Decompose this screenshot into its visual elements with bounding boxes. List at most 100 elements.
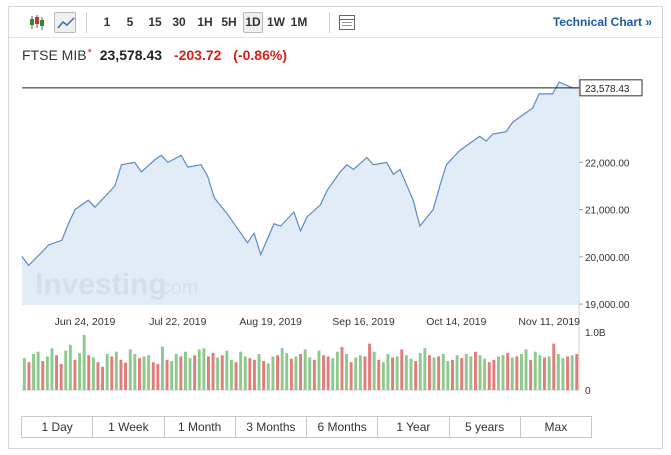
volume-bar: [487, 362, 491, 390]
volume-bar: [469, 356, 473, 390]
volume-bar: [386, 354, 390, 390]
volume-bar: [101, 366, 104, 390]
volume-bar: [354, 357, 358, 390]
volume-bar: [299, 354, 302, 390]
interval-button-1d[interactable]: 1D: [243, 12, 263, 33]
volume-bar: [497, 356, 500, 390]
volume-bar: [446, 361, 450, 390]
range-button-max[interactable]: Max: [544, 420, 568, 434]
volume-bar: [138, 358, 141, 390]
volume-bar: [409, 358, 413, 390]
price-line: [21, 81, 579, 267]
volume-bar: [197, 349, 201, 390]
interval-button-5h[interactable]: 5H: [221, 15, 237, 29]
volume-bar: [322, 355, 325, 390]
volume-bar: [110, 356, 114, 390]
volume-bar: [165, 359, 169, 390]
volume-bar: [22, 358, 26, 390]
volume-bar: [225, 350, 229, 390]
interval-button-1w[interactable]: 1W: [267, 15, 285, 29]
volume-bar: [464, 354, 468, 390]
range-button-6-months[interactable]: 6 Months: [307, 417, 379, 437]
volume-bar: [36, 351, 40, 390]
x-tick-label: Sep 16, 2019: [332, 316, 395, 328]
volume-bar: [483, 358, 487, 390]
volume-bar: [510, 357, 514, 390]
chart-toolbar: 1 5 15 30 1H 5H 1D 1W 1M Technical Chart »: [9, 7, 662, 38]
volume-bar: [308, 357, 312, 390]
x-tick-label: Oct 14, 2019: [426, 316, 486, 328]
interval-button-1[interactable]: 1: [103, 15, 111, 29]
y-tick-label: 20,000.00: [585, 253, 630, 264]
volume-bar: [230, 359, 233, 390]
volume-bar: [105, 354, 109, 390]
volume-bar: [556, 354, 560, 390]
volume-bar: [124, 362, 127, 390]
volume-bar: [372, 351, 376, 390]
volume-bar: [294, 356, 298, 390]
last-price-box: [579, 79, 643, 97]
volume-bar: [262, 361, 266, 390]
candlestick-icon[interactable]: [26, 12, 48, 33]
chart-widget: 1 5 15 30 1H 5H 1D 1W 1M Technical Chart » FTSE …: [8, 6, 663, 449]
index-name: FTSE MIB: [22, 47, 87, 63]
volume-bar: [55, 355, 58, 390]
volume-bar: [529, 359, 533, 390]
range-button-1-month[interactable]: 1 Month: [165, 417, 236, 437]
toolbar-divider: [86, 12, 87, 33]
volume-bar: [478, 355, 482, 390]
volume-bar: [326, 356, 330, 390]
volume-bar: [381, 362, 385, 390]
volume-bar: [179, 356, 183, 390]
volume-bar: [441, 354, 445, 390]
table-icon[interactable]: [336, 12, 358, 33]
volume-bar: [276, 355, 279, 390]
volume-bar: [188, 358, 192, 390]
volume-bar: [59, 363, 63, 390]
range-button-1-year[interactable]: 1 Year: [378, 417, 450, 437]
volume-bar: [184, 351, 187, 390]
volume-bar: [142, 356, 146, 390]
volume-bar: [506, 352, 510, 390]
volume-bar: [418, 352, 422, 390]
range-button-1-day[interactable]: 1 Day: [22, 417, 94, 437]
technical-chart-link[interactable]: Technical Chart »: [552, 15, 652, 29]
price-chart[interactable]: Investing.com23,578.4319,000.0020,000.00…: [9, 7, 664, 450]
volume-bar: [128, 349, 132, 390]
price-change: -203.72: [173, 47, 222, 63]
range-button-3-months[interactable]: 3 Months: [236, 417, 307, 437]
volume-bar: [73, 359, 77, 390]
volume-bar: [133, 354, 137, 390]
volume-bar: [32, 354, 35, 390]
volume-bar: [460, 358, 464, 390]
x-tick-label: Jul 22, 2019: [149, 316, 206, 328]
volume-bar: [174, 354, 178, 390]
volume-bar: [543, 357, 546, 390]
range-button-5-years[interactable]: 5 years: [450, 417, 521, 437]
volume-bar: [220, 355, 224, 390]
area-chart-icon[interactable]: [54, 12, 76, 33]
volume-bar: [561, 358, 565, 390]
interval-button-1m[interactable]: 1M: [290, 15, 308, 29]
toolbar-divider: [329, 12, 330, 33]
volume-bar: [147, 355, 151, 390]
x-tick-label: Nov 11, 2019: [518, 316, 580, 328]
interval-button-15[interactable]: 15: [148, 15, 162, 29]
interval-button-30[interactable]: 30: [172, 15, 186, 29]
volume-bar: [285, 352, 289, 390]
volume-bar: [515, 356, 519, 390]
volume-bar: [161, 346, 164, 390]
price-change-percent: (-0.86%): [233, 47, 287, 63]
volume-bar: [400, 349, 404, 390]
volume-bar: [27, 362, 31, 390]
last-price: 23,578.43: [99, 47, 163, 63]
volume-bar: [533, 351, 537, 390]
interval-button-1h[interactable]: 1H: [197, 15, 213, 29]
volume-tick-label: 0: [585, 386, 591, 397]
volume-bar: [271, 356, 275, 390]
volume-bar: [239, 351, 243, 390]
range-button-1-week[interactable]: 1 Week: [93, 417, 165, 437]
volume-bar: [193, 355, 197, 390]
interval-button-5[interactable]: 5: [126, 15, 134, 29]
volume-bar: [41, 361, 45, 390]
